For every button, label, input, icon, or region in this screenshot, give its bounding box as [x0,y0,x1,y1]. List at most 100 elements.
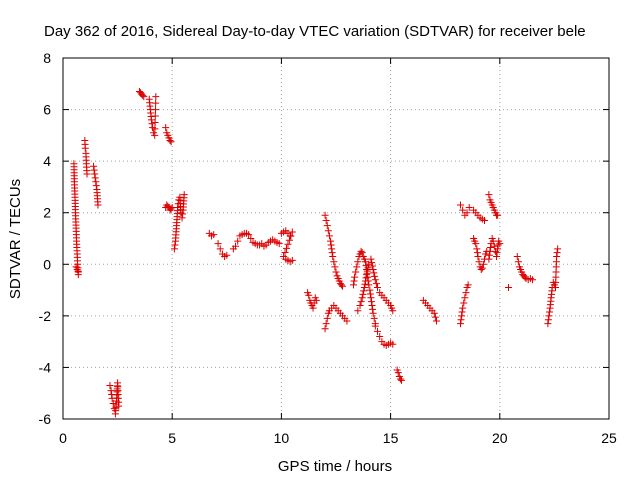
data-point [151,125,159,133]
data-point [458,312,466,320]
data-point [330,258,338,266]
tick-labels: 0 5 10 15 20 25 -6 -4 -2 0 2 4 6 8 [39,50,617,446]
data-point [359,290,367,298]
data-point [357,247,365,255]
data-point [505,283,513,291]
y-tick-label: -6 [39,411,52,427]
data-point [151,106,159,114]
data-point [394,369,402,377]
data-point [91,174,99,182]
data-point [485,251,493,259]
data-point [494,245,502,253]
data-point [363,267,371,275]
data-point [457,316,465,324]
data-point [115,402,123,410]
data-point [140,93,148,101]
data-point [371,322,379,330]
data-point [151,131,159,139]
data-point [529,276,537,284]
data-point [288,228,296,236]
data-point [368,262,376,270]
data-point [396,375,404,383]
data-point [223,251,231,259]
data-point [247,235,255,242]
data-point [376,332,384,340]
data-point [90,162,98,170]
data-point [312,296,320,304]
data-point [398,376,406,384]
data-point [458,308,466,316]
data-point [459,304,467,312]
data-point [460,299,468,307]
data-point [465,204,473,212]
y-tick-label: 8 [43,50,51,66]
data-point [106,381,114,389]
data-point [275,240,283,248]
data-point [358,294,366,302]
data-point [360,287,368,295]
data-point [287,232,295,240]
data-point [481,216,489,224]
data-point [479,260,487,268]
data-point [90,166,98,174]
data-point [332,268,340,276]
data-point [487,244,495,252]
data-point [356,302,364,310]
data-point [514,258,522,266]
data-point [152,99,160,107]
data-point [493,249,501,257]
data-point [360,283,368,291]
data-point [365,281,373,289]
data-point [325,232,333,240]
data-point [368,302,376,310]
data-point [473,249,481,257]
data-point [83,170,91,178]
x-tick-label: 25 [601,430,617,446]
data-point [493,253,501,261]
data-point [151,112,159,120]
data-point [328,249,336,257]
data-point [323,314,331,322]
data-point [545,312,553,320]
data-point [371,276,379,284]
data-point [339,282,347,290]
data-point [357,298,365,306]
data-point [367,255,375,263]
data-point [148,120,156,128]
data-point [166,137,174,145]
data-point [494,241,502,249]
data-point [350,277,358,285]
data-point [329,253,337,261]
data-point [485,255,493,263]
data-point [321,325,329,333]
data-point [462,289,470,297]
data-point [456,201,464,209]
data-point [352,268,360,276]
data-point [473,245,481,253]
y-axis-label: SDTVAR / TECUs [7,179,24,299]
data-point [322,216,330,224]
data-point [389,307,397,315]
data-point [485,191,493,199]
data-point [214,240,222,248]
data-point [343,317,351,325]
data-point [331,263,339,271]
data-point [284,240,292,248]
data-point [431,313,439,321]
data-point [328,245,336,253]
data-point [361,277,369,285]
data-point [363,271,371,279]
grid [63,58,609,419]
x-tick-label: 0 [59,430,67,446]
data-point [337,281,345,289]
data-point [170,245,178,253]
data-point [373,327,381,335]
data-point [364,264,372,272]
data-point [327,237,335,245]
data-point [210,231,218,239]
y-tick-label: 0 [43,256,51,272]
y-tick-label: 4 [43,153,51,169]
data-point [162,124,170,132]
